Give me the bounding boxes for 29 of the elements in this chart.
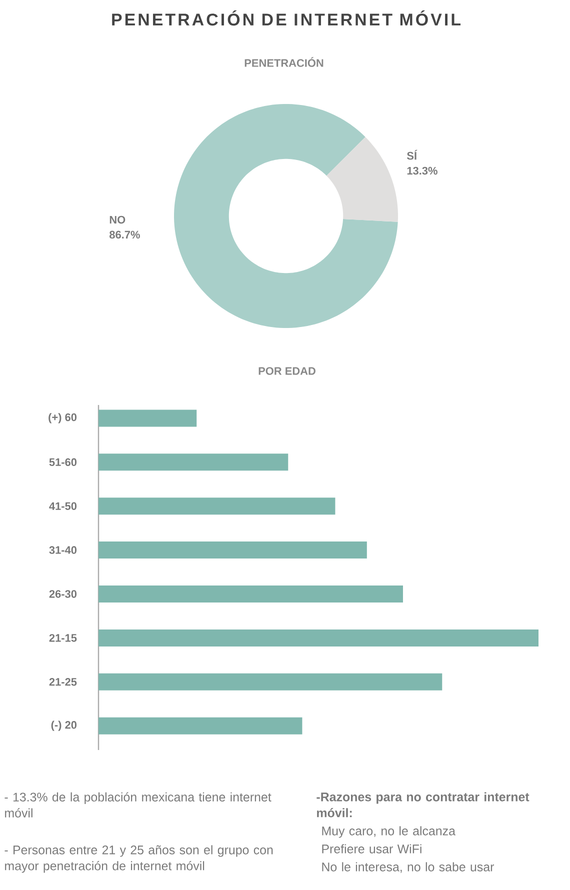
text: No le interesa, no lo sabe usar (322, 862, 494, 873)
text: Prefiere usar WiFi (322, 844, 422, 854)
bar (98, 629, 539, 646)
chart-subtitle: PENETRACIÓN (244, 57, 324, 67)
chart-title: POR EDAD (258, 367, 316, 375)
y-tick-label: 21-25 (49, 678, 77, 686)
y-tick-label: (+) 60 (48, 413, 77, 424)
y-tick-label: 31-40 (49, 546, 77, 554)
slice-label: SÍ (406, 150, 418, 160)
bar (98, 542, 367, 559)
y-tick-label: 51-60 (49, 458, 77, 466)
text: - Personas entre 21 y 25 años son el grupo con mayor penetración de internet móvil (4, 845, 273, 873)
y-tick-label: 41-50 (49, 502, 77, 510)
bar (98, 498, 336, 515)
text: - 13.3% de la población mexicana tiene internet móvil (4, 792, 272, 818)
y-tick-label: 21-15 (49, 634, 77, 642)
data-label: 13.3% (407, 166, 438, 175)
text: Muy caro, no le alcanza (322, 826, 456, 838)
bar (98, 585, 403, 602)
bar (98, 454, 288, 471)
bar (98, 673, 442, 690)
y-tick-label: (-) 20 (51, 720, 77, 731)
data-label: 86.7% (110, 230, 140, 239)
y-tick-label: 26-30 (49, 590, 77, 598)
text: -Razones para no contratar internet móvil: (316, 792, 530, 818)
bar (98, 717, 302, 734)
chart-title: PENETRACIÓN DE INTERNET MÓVIL (112, 10, 460, 26)
slice-label: NO (110, 216, 126, 224)
bar (98, 410, 197, 427)
